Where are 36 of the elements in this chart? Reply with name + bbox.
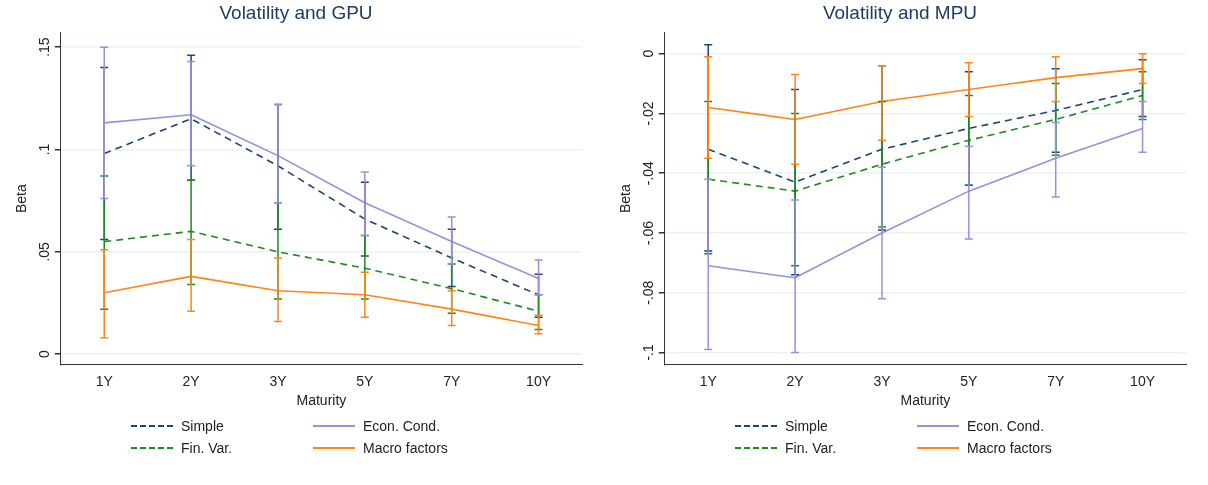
x-tick-label: 1Y [95, 372, 114, 389]
chart-title: Volatility and MPU [822, 1, 978, 23]
legend-label: Fin. Var. [785, 440, 838, 456]
legend-label: Econ. Cond. [363, 418, 442, 434]
legend-label: Macro factors [967, 440, 1053, 456]
x-tick-label: 1Y [699, 372, 718, 389]
y-axis-title: Beta [13, 183, 30, 214]
legend-label: Simple [181, 418, 225, 434]
chart-title: Volatility and GPU [219, 1, 373, 23]
x-tick-label: 7Y [443, 372, 461, 389]
x-tick-label: 5Y [356, 372, 375, 389]
x-tick-label: 10Y [1130, 372, 1156, 389]
y-tick-label: -.1 [639, 344, 656, 361]
legend-label: Macro factors [363, 440, 449, 456]
x-tick-label: 3Y [873, 372, 892, 389]
y-tick-label: -.06 [639, 220, 656, 246]
x-tick-label: 10Y [526, 372, 552, 389]
y-tick-label: -.04 [639, 160, 656, 186]
legend-label: Fin. Var. [181, 440, 234, 456]
x-tick-label: 5Y [960, 372, 979, 389]
x-axis-title: Maturity [900, 392, 951, 409]
x-axis-title: Maturity [296, 392, 347, 409]
y-tick-label: 0 [639, 49, 656, 58]
x-tick-label: 2Y [182, 372, 201, 389]
x-tick-label: 7Y [1047, 372, 1065, 389]
x-tick-label: 2Y [786, 372, 805, 389]
x-tick-label: 3Y [269, 372, 288, 389]
y-tick-label: 0 [35, 350, 52, 359]
y-tick-label: -.02 [639, 101, 656, 126]
y-tick-label: -.08 [639, 280, 656, 305]
y-tick-label: .1 [35, 143, 52, 156]
legend-label: Econ. Cond. [967, 418, 1046, 434]
y-axis-title: Beta [617, 183, 634, 214]
legend-label: Simple [785, 418, 829, 434]
y-tick-label: .05 [35, 241, 52, 262]
y-tick-label: .15 [35, 37, 52, 57]
